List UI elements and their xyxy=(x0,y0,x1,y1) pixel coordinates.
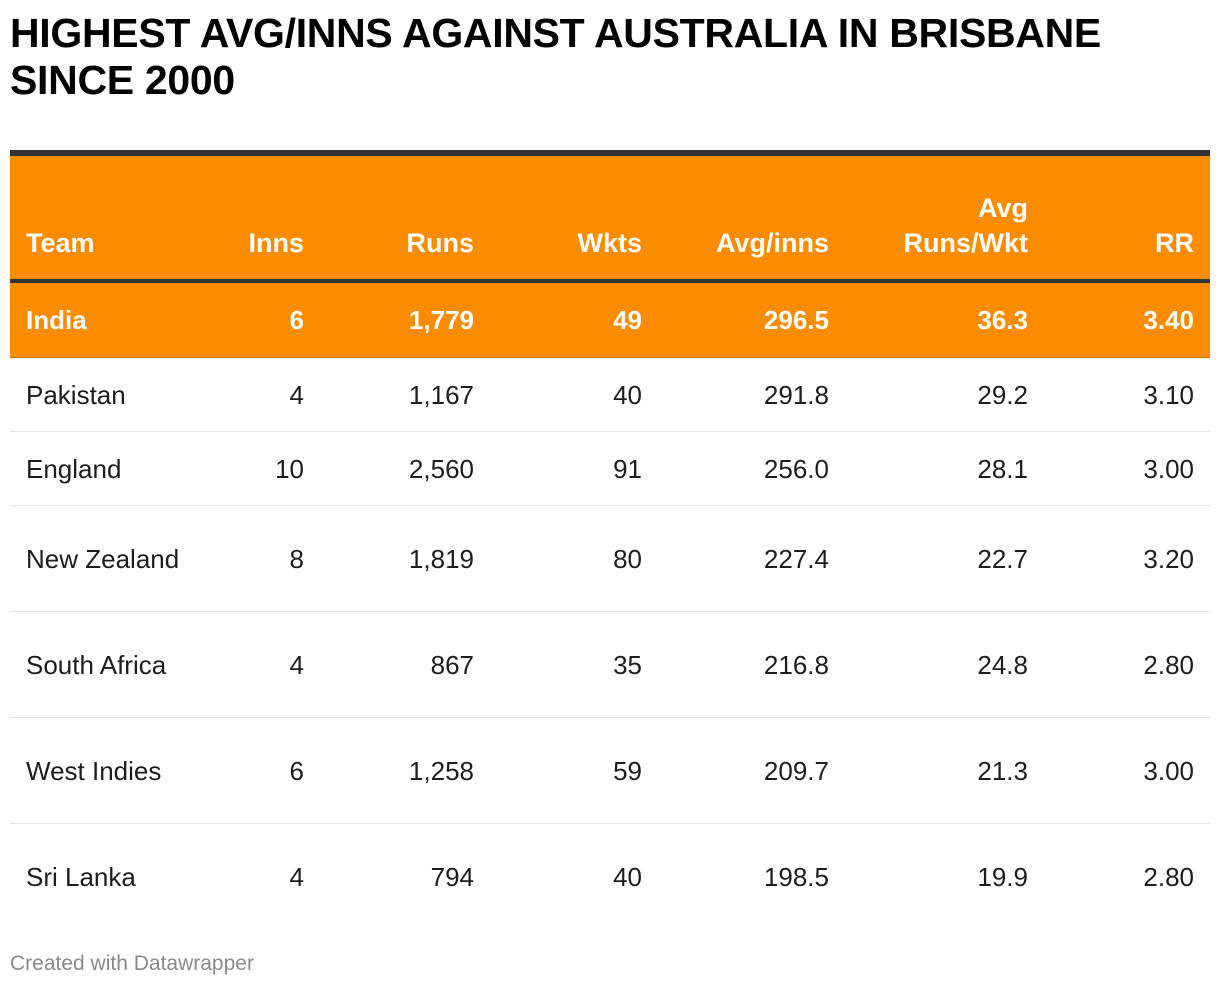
avg-runs-wkt-cell: 29.2 xyxy=(845,357,1044,432)
avg-inns-cell: 209.7 xyxy=(658,717,845,824)
column-header-avg-inns[interactable]: Avg/inns xyxy=(658,153,845,283)
avg-runs-wkt-cell: 36.3 xyxy=(845,281,1044,358)
inns-cell: 6 xyxy=(200,717,320,824)
team-cell: India xyxy=(10,281,200,358)
runs-cell: 1,167 xyxy=(320,357,490,432)
avg-inns-cell: 256.0 xyxy=(658,431,845,506)
footer-credit: Created with Datawrapper xyxy=(10,952,254,975)
team-cell: New Zealand xyxy=(10,505,200,612)
table-row-england: England 10 2,560 91 256.0 28.1 3.00 xyxy=(10,431,1210,506)
avg-inns-cell: 227.4 xyxy=(658,505,845,612)
stats-table: Team Inns Runs Wkts Avg/inns Avg Runs/Wk… xyxy=(10,150,1210,929)
wkts-cell: 91 xyxy=(490,431,658,506)
avg-inns-cell: 296.5 xyxy=(658,281,845,358)
wkts-cell: 40 xyxy=(613,861,642,892)
avg-inns-cell: 216.8 xyxy=(658,611,845,718)
rr-cell: 2.80 xyxy=(1143,861,1194,892)
table-row-west-indies: West Indies 6 1,258 59 209.7 21.3 3.00 xyxy=(10,717,1210,824)
wkts-cell: 59 xyxy=(490,717,658,824)
runs-cell: 2,560 xyxy=(320,431,490,506)
runs-cell: 794 xyxy=(430,861,474,892)
rr-cell: 3.20 xyxy=(1044,505,1210,612)
rr-cell: 2.80 xyxy=(1044,611,1210,718)
inns-cell: 6 xyxy=(200,281,320,358)
team-cell: West Indies xyxy=(10,717,200,824)
column-header-rr[interactable]: RR xyxy=(1044,153,1210,283)
rr-cell: 3.00 xyxy=(1044,431,1210,506)
wkts-cell: 49 xyxy=(490,281,658,358)
runs-cell: 1,779 xyxy=(320,281,490,358)
inns-cell: 4 xyxy=(289,861,304,892)
runs-cell: 1,819 xyxy=(320,505,490,612)
table-row-pakistan: Pakistan 4 1,167 40 291.8 29.2 3.10 xyxy=(10,357,1210,432)
rr-cell: 3.10 xyxy=(1044,357,1210,432)
team-cell: Sri Lanka xyxy=(26,861,136,892)
column-header-runs[interactable]: Runs xyxy=(320,153,490,283)
inns-cell: 4 xyxy=(200,611,320,718)
runs-cell: 1,258 xyxy=(320,717,490,824)
team-cell: South Africa xyxy=(10,611,200,718)
column-header-avg-runs-wkt[interactable]: Avg Runs/Wkt xyxy=(845,153,1044,283)
table-header: Team Inns Runs Wkts Avg/inns Avg Runs/Wk… xyxy=(10,153,1210,283)
avg-runs-wkt-cell: 21.3 xyxy=(845,717,1044,824)
column-header-inns[interactable]: Inns xyxy=(200,153,320,283)
header-row: Team Inns Runs Wkts Avg/inns Avg Runs/Wk… xyxy=(10,153,1210,283)
inns-cell: 8 xyxy=(200,505,320,612)
team-cell: England xyxy=(10,431,200,506)
column-header-wkts[interactable]: Wkts xyxy=(490,153,658,283)
table-row-new-zealand: New Zealand 8 1,819 80 227.4 22.7 3.20 xyxy=(10,505,1210,612)
wkts-cell: 80 xyxy=(490,505,658,612)
avg-runs-wkt-cell: 28.1 xyxy=(845,431,1044,506)
avg-runs-wkt-cell: 22.7 xyxy=(845,505,1044,612)
table-row-india: India 6 1,779 49 296.5 36.3 3.40 xyxy=(10,281,1210,358)
wkts-cell: 40 xyxy=(490,357,658,432)
avg-inns-cell: 198.5 xyxy=(763,861,829,892)
avg-runs-wkt-cell: 24.8 xyxy=(845,611,1044,718)
table-row-south-africa: South Africa 4 867 35 216.8 24.8 2.80 xyxy=(10,611,1210,718)
runs-cell: 867 xyxy=(320,611,490,718)
avg-runs-wkt-cell: 19.9 xyxy=(977,861,1028,892)
chart-title: HIGHEST AVG/INNS AGAINST AUSTRALIA IN BR… xyxy=(10,10,1101,103)
table-row-sri-lanka: Sri Lanka 4 794 40 198.5 19.9 2.80 xyxy=(10,824,1210,930)
wkts-cell: 35 xyxy=(490,611,658,718)
avg-inns-cell: 291.8 xyxy=(658,357,845,432)
inns-cell: 10 xyxy=(200,431,320,506)
rr-cell: 3.40 xyxy=(1044,281,1210,358)
stats-table-container: Team Inns Runs Wkts Avg/inns Avg Runs/Wk… xyxy=(10,150,1210,929)
rr-cell: 3.00 xyxy=(1044,717,1210,824)
column-header-avg-runs-wkt-label: Avg Runs/Wkt xyxy=(903,193,1029,258)
team-cell: Pakistan xyxy=(10,357,200,432)
inns-cell: 4 xyxy=(200,357,320,432)
table-body: India 6 1,779 49 296.5 36.3 3.40 Pakista… xyxy=(10,281,1210,929)
column-header-team[interactable]: Team xyxy=(10,153,200,283)
